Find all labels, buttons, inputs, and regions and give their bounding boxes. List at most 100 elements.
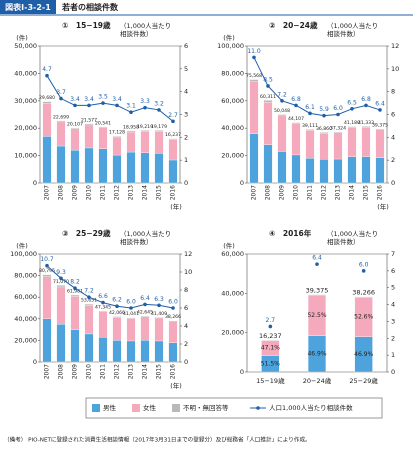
panel-title: ③ 25−29歳	[62, 228, 111, 238]
total-label: 50,048	[274, 108, 290, 114]
ratio-label: 2.7	[266, 317, 276, 324]
segment-label: 46.9%	[354, 351, 373, 358]
bar-segment	[98, 311, 108, 338]
total-label: 16,237	[259, 332, 282, 340]
ratio-label: 6.0	[126, 299, 136, 306]
y2-tick-label: 4	[184, 322, 188, 330]
x-tick-label: 2009	[72, 185, 79, 200]
ratio-label: 6.0	[333, 105, 343, 112]
bar-segment	[154, 131, 164, 154]
total-label: 37,324	[330, 125, 346, 131]
bar-segment	[168, 159, 178, 184]
ratio-label: 2.7	[168, 112, 178, 119]
y2-tick-label: 4	[184, 88, 188, 96]
bar-segment	[98, 310, 108, 312]
bar-segment	[126, 130, 136, 133]
y2-tick-label: 5	[184, 65, 188, 73]
y2-tick-label: 3	[184, 111, 188, 119]
bar-segment	[168, 320, 178, 343]
bar-segment	[126, 151, 136, 184]
y2-tick-label: 1	[391, 351, 395, 359]
x-tick-label: 2014	[142, 364, 149, 379]
x-tick-label: 2014	[142, 185, 149, 200]
ratio-point	[115, 103, 119, 108]
y-tick-label: 0	[33, 358, 37, 366]
y-tick-label: 20,000	[14, 336, 37, 344]
bar-segment	[263, 144, 273, 184]
x-tick-label: 2010	[86, 185, 93, 200]
x-tick-label: 2010	[86, 364, 93, 379]
x-tick-label: 2012	[114, 364, 121, 379]
segment-label: 47.1%	[261, 345, 280, 352]
total-label: 29,680	[39, 95, 55, 101]
legend-label: 人口1,000人当たり相談件数	[269, 403, 353, 412]
y2-tick-label: 4	[391, 133, 395, 141]
ratio-point	[143, 105, 147, 110]
bar-segment	[112, 154, 122, 184]
bar-segment	[56, 286, 66, 325]
bar-segment	[70, 296, 80, 330]
ratio-point	[59, 96, 63, 101]
y-tick-label: 20,000	[14, 124, 37, 132]
bar-segment	[154, 130, 164, 132]
ratio-point	[171, 119, 175, 124]
y-tick-label: 50,000	[14, 42, 37, 50]
bar-segment	[154, 317, 164, 319]
total-label: 39,375	[372, 123, 388, 129]
bar-segment	[84, 124, 94, 149]
y2-tick-label: 3	[391, 317, 395, 325]
ratio-label: 3.5	[98, 94, 108, 101]
ratio-point	[129, 306, 133, 310]
bar-segment	[347, 127, 357, 157]
bar-segment	[347, 126, 357, 128]
bar-segment	[333, 131, 343, 133]
y-tick-label: 80,000	[14, 272, 37, 280]
x-tick-label: 2007	[44, 364, 51, 379]
y2-tick-label: 12	[391, 42, 399, 50]
y2-axis-label: 相談件数）	[120, 237, 153, 246]
legend-label: 女性	[143, 403, 157, 412]
ratio-label: 6.2	[112, 297, 122, 304]
ratio-label: 3.4	[70, 96, 80, 103]
legend-box	[85, 397, 383, 419]
y2-tick-label: 0	[391, 368, 395, 376]
ratio-label: 5.9	[319, 106, 329, 113]
ratio-label: 6.0	[168, 299, 178, 306]
ratio-label: 3.4	[112, 96, 122, 103]
ratio-point	[157, 303, 161, 308]
x-tick-label: 2008	[265, 185, 272, 200]
ratio-label: 3.1	[126, 103, 136, 110]
total-label: 61,981	[67, 289, 83, 295]
y-tick-label: 40,000	[14, 315, 37, 323]
x-tick-label: 2015	[156, 364, 163, 379]
bar-segment	[277, 114, 287, 117]
bar-segment	[56, 121, 66, 147]
panel-title: ② 20−24歳	[269, 20, 318, 30]
y-axis-unit: (件)	[16, 33, 28, 42]
y2-tick-label: 8	[391, 88, 395, 96]
y-tick-label: 80,000	[221, 69, 244, 77]
total-label: 53,651	[81, 298, 97, 304]
bar-segment	[112, 135, 122, 138]
ratio-label: 6.4	[375, 100, 385, 107]
total-label: 21,577	[81, 117, 97, 123]
x-tick-label: 2013	[335, 185, 342, 200]
bar-segment	[112, 317, 122, 341]
total-label: 39,375	[306, 287, 329, 295]
y-axis-unit: (件)	[223, 241, 235, 250]
ratio-point	[129, 110, 133, 115]
ratio-label: 6.4	[312, 255, 322, 262]
bar-segment	[42, 276, 52, 319]
total-label: 41,041	[123, 311, 139, 317]
total-label: 39,111	[302, 123, 318, 129]
x-tick-label: 25−29歳	[349, 376, 378, 385]
ratio-label: 7.2	[277, 91, 287, 98]
total-label: 71,070	[53, 279, 69, 285]
y-tick-label: 100,000	[217, 42, 244, 50]
y2-tick-label: 1	[184, 156, 188, 164]
ratio-point	[378, 108, 382, 112]
ratio-label: 9.3	[56, 269, 66, 276]
y-tick-label: 60,000	[221, 250, 244, 258]
ratio-label: 4.7	[42, 66, 52, 73]
bar-segment	[112, 340, 122, 363]
